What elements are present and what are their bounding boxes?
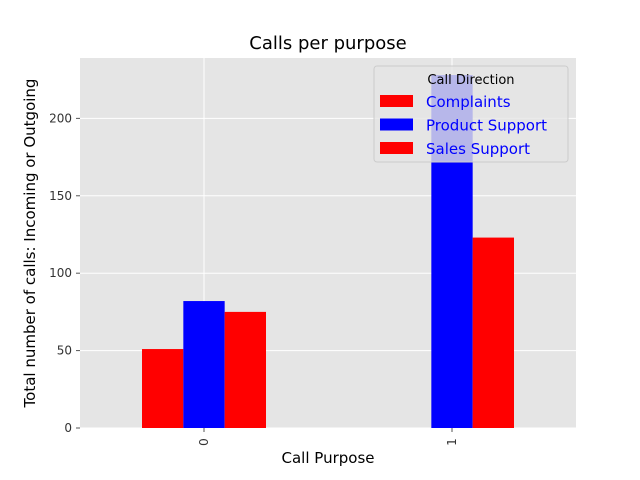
bar bbox=[472, 237, 514, 428]
legend-entries: Complaints Product Support Sales Support bbox=[380, 93, 547, 158]
legend-label: Product Support bbox=[426, 117, 547, 135]
legend-swatch bbox=[380, 95, 413, 107]
legend-swatch bbox=[380, 118, 413, 131]
bar bbox=[142, 349, 184, 428]
y-axis-label: Total number of calls: Incoming or Outgo… bbox=[21, 79, 39, 409]
legend-box bbox=[373, 65, 569, 163]
legend-label: Complaints bbox=[426, 93, 511, 111]
y-tick-label: 0 bbox=[64, 421, 72, 435]
x-tick-label: 1 bbox=[445, 438, 459, 446]
y-tick-label: 200 bbox=[49, 111, 72, 125]
x-tick-label: 0 bbox=[197, 438, 211, 446]
y-tick-label: 50 bbox=[57, 344, 72, 358]
y-axis-ticks: 0 50 100 150 200 bbox=[49, 111, 80, 435]
bar bbox=[183, 301, 225, 428]
legend: Call Direction Complaints Product Support… bbox=[373, 65, 569, 163]
legend-label: Sales Support bbox=[426, 140, 530, 158]
chart-title: Calls per purpose bbox=[249, 33, 406, 54]
bar bbox=[224, 311, 266, 428]
legend-title: Call Direction bbox=[427, 73, 514, 88]
y-tick-label: 150 bbox=[49, 189, 72, 203]
x-axis-label: Call Purpose bbox=[282, 449, 375, 467]
y-tick-label: 100 bbox=[49, 266, 72, 280]
legend-swatch bbox=[380, 142, 413, 154]
